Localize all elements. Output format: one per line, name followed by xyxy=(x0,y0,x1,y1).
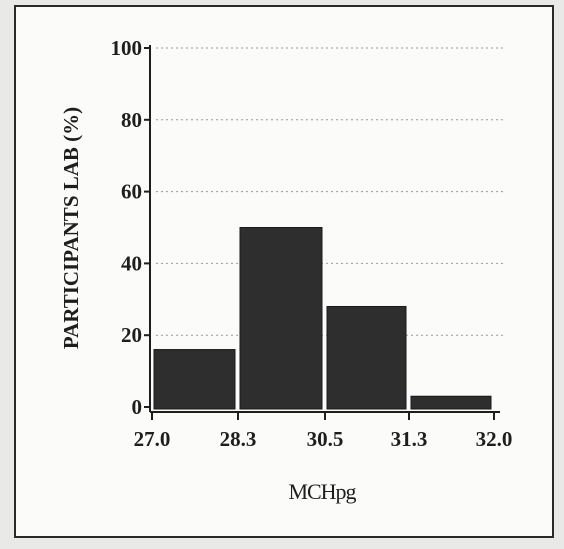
y-axis-label: PARTICIPANTS LAB (%) xyxy=(59,107,83,349)
y-tick-labels: 0 20 40 60 80 100 xyxy=(111,36,150,419)
y-tick-label: 80 xyxy=(121,108,142,132)
histogram-bar xyxy=(153,349,236,410)
y-tick-label: 40 xyxy=(121,251,142,275)
x-tick-label: 31.3 xyxy=(391,427,428,451)
y-tick-label: 20 xyxy=(121,323,142,347)
histogram-bar xyxy=(410,395,492,410)
x-tick-label: 28.3 xyxy=(220,427,257,451)
y-tick-label: 0 xyxy=(132,395,143,419)
histogram-bar xyxy=(239,227,323,410)
y-tick-label: 100 xyxy=(111,36,143,60)
x-tick-labels: 27.0 28.3 30.5 31.3 32.0 xyxy=(134,412,513,451)
bars xyxy=(153,227,492,410)
histogram-bar xyxy=(326,305,407,410)
gridlines xyxy=(156,47,505,336)
x-tick-label: 30.5 xyxy=(307,427,344,451)
y-tick-label: 60 xyxy=(121,180,142,204)
x-tick-label: 32.0 xyxy=(476,427,513,451)
x-tick-label: 27.0 xyxy=(134,427,171,451)
x-axis-label: MCHpg xyxy=(288,479,356,504)
